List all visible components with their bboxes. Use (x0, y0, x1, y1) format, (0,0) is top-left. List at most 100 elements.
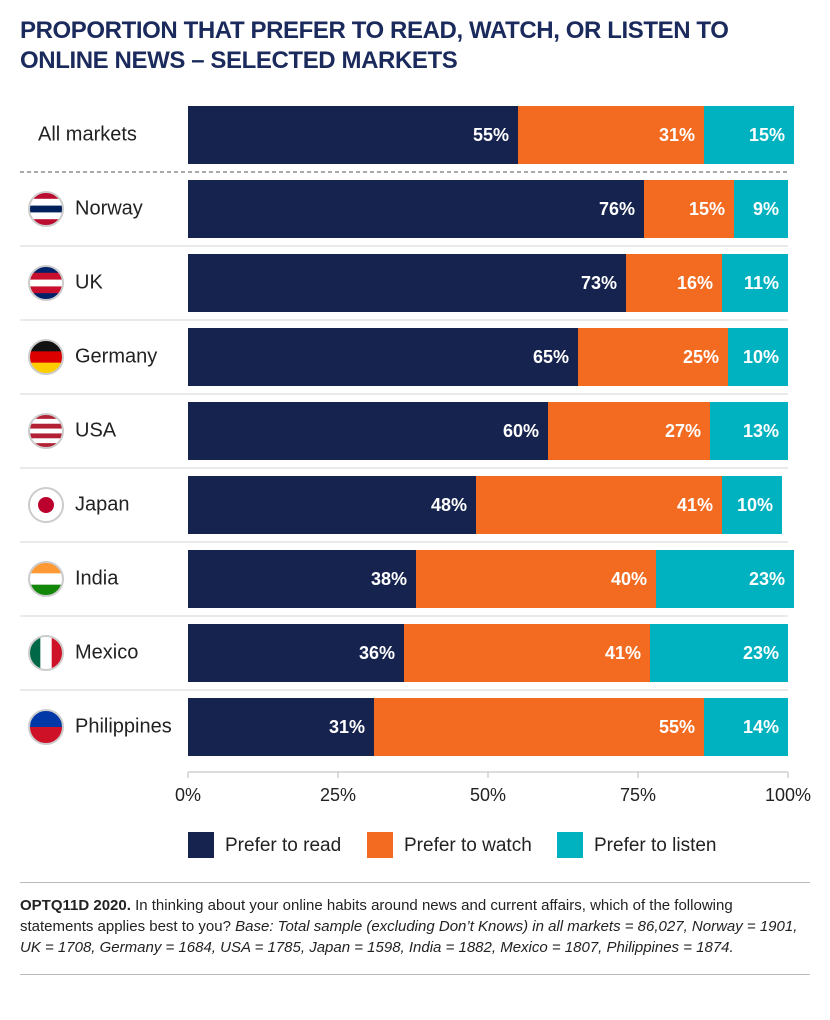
flag-border (28, 191, 64, 227)
bar-segment (188, 106, 518, 164)
legend-swatch (188, 832, 214, 858)
flag-part (29, 279, 63, 287)
value-label: 38% (371, 569, 407, 589)
bar-segment (644, 180, 734, 238)
chart: All markets 55% 31% 15% Norway 76% 15% 9% UK 73% 1… (20, 106, 811, 858)
flag-border (28, 561, 64, 597)
bar-segment (188, 550, 416, 608)
category-label: USA (75, 419, 117, 441)
flag (29, 562, 63, 596)
flag-part (51, 636, 63, 670)
value-label: 13% (743, 421, 779, 441)
value-label: 55% (659, 717, 695, 737)
category-label: Mexico (75, 641, 138, 663)
flag-border (28, 265, 64, 301)
bar-segment (188, 254, 626, 312)
flag-part (29, 423, 63, 430)
bar-segment (188, 180, 644, 238)
x-tick-label: 100% (765, 785, 811, 805)
flag-part (29, 418, 63, 425)
value-label: 15% (689, 199, 725, 219)
bar-segment (476, 476, 722, 534)
flag-part (29, 573, 63, 586)
flag-part (29, 272, 63, 281)
value-label: 10% (743, 347, 779, 367)
bar-segment (188, 328, 578, 386)
value-label: 36% (359, 643, 395, 663)
flag (29, 636, 63, 670)
flag (29, 414, 63, 448)
value-label: 14% (743, 717, 779, 737)
bar-segment (188, 624, 404, 682)
bar-segment (650, 624, 788, 682)
x-tick-label: 50% (470, 785, 506, 805)
value-label: 65% (533, 347, 569, 367)
value-label: 73% (581, 273, 617, 293)
flag-part (29, 266, 63, 274)
flag-part (29, 198, 63, 207)
footnote-label: OPTQ11D 2020. (20, 897, 131, 914)
value-label: 11% (744, 273, 779, 293)
bar-segment (188, 698, 374, 756)
value-label: 27% (665, 421, 701, 441)
flag-part (29, 286, 63, 294)
flag-part (29, 293, 63, 300)
flag-border (28, 709, 64, 745)
value-label: 60% (503, 421, 539, 441)
value-label: 9% (753, 199, 779, 219)
value-label: 40% (611, 569, 647, 589)
flag (29, 192, 63, 226)
footnote-question: In thinking about your online habits aro… (20, 897, 733, 935)
flag-part (29, 710, 63, 728)
x-tick-label: 25% (320, 785, 356, 805)
flag-part (29, 351, 63, 364)
bar-segment (734, 180, 788, 238)
chart-title: PROPORTION THAT PREFER TO READ, WATCH, O… (20, 17, 729, 74)
legend-swatch (367, 832, 393, 858)
bar-segment (722, 476, 782, 534)
flag (29, 340, 63, 374)
category-label: Germany (75, 345, 157, 367)
bar-segment (188, 402, 548, 460)
footnote-base: Base: Total sample (excluding Don’t Know… (20, 918, 798, 956)
bar-segment (656, 550, 794, 608)
flag-part (29, 219, 63, 226)
value-label: 16% (677, 273, 713, 293)
bar-segment (374, 698, 704, 756)
flag (29, 266, 63, 300)
value-label: 15% (749, 125, 785, 145)
flag-part (29, 433, 63, 439)
value-label: 23% (749, 569, 785, 589)
category-label: Philippines (75, 715, 172, 737)
x-tick-label: 0% (175, 785, 201, 805)
bar-segment (710, 402, 788, 460)
flag-part (29, 192, 63, 200)
bar-segment (728, 328, 788, 386)
bar-segment (518, 106, 704, 164)
flag-part (29, 584, 63, 596)
flag-part (38, 497, 54, 513)
flag-part (29, 636, 41, 670)
flag (29, 710, 63, 744)
bar-segment (722, 254, 788, 312)
flag-part (29, 438, 63, 444)
bar-segment (548, 402, 710, 460)
bar-segment (188, 476, 476, 534)
legend-swatch (557, 832, 583, 858)
bar-segment (704, 106, 794, 164)
flag-border (28, 635, 64, 671)
flag-part (29, 443, 63, 448)
flag-part (29, 727, 63, 744)
category-label: Norway (75, 197, 143, 219)
value-label: 31% (659, 125, 695, 145)
category-label: Japan (75, 493, 130, 515)
value-label: 41% (605, 643, 641, 663)
footnote: OPTQ11D 2020. In thinking about your onl… (20, 882, 810, 975)
value-label: 55% (473, 125, 509, 145)
legend-label: Prefer to read (225, 835, 341, 856)
x-tick-label: 75% (620, 785, 656, 805)
flag-part (29, 414, 63, 420)
flag-part (29, 562, 63, 574)
flag-part (40, 636, 53, 670)
